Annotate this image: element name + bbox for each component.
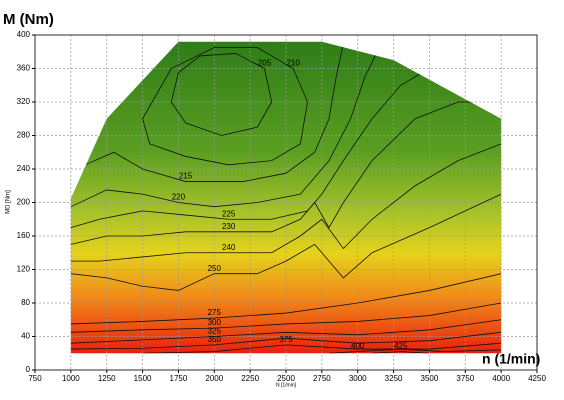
contour-label: 225: [222, 209, 236, 218]
contour-label: 275: [208, 308, 222, 317]
y-tick-label: 400: [17, 30, 31, 39]
contour-label: 205: [258, 59, 272, 68]
x-tick-label: 1000: [62, 374, 80, 383]
contour-label: 215: [179, 172, 193, 181]
y-tick-label: 240: [17, 164, 31, 173]
y-title: M (Nm): [3, 11, 54, 28]
y-tick-label: 280: [17, 131, 31, 140]
contour-line: [170, 53, 273, 136]
contour-line: [142, 47, 308, 166]
y-tick-label: 360: [17, 64, 31, 73]
y-tick-label: 0: [26, 365, 31, 374]
contour-label: 350: [208, 335, 222, 344]
x-title: n (1/min): [482, 351, 540, 367]
contour-line: [70, 143, 502, 262]
y-tick-label: 200: [17, 198, 31, 207]
x-tick-label: 1250: [98, 374, 116, 383]
x-tick-label: 4250: [528, 374, 546, 383]
contour-label: 325: [208, 327, 222, 336]
contour-label: 210: [286, 59, 300, 68]
contour-label: 240: [222, 243, 236, 252]
y-tick-label: 120: [17, 265, 31, 274]
y-tick-label: 160: [17, 231, 31, 240]
x-tick-label: 3250: [385, 374, 403, 383]
contour-label: 250: [208, 264, 222, 273]
contour-line: [70, 302, 502, 333]
contour-line: [70, 101, 494, 245]
x-tick-label: 3750: [456, 374, 474, 383]
x-tick-label: 1500: [134, 374, 152, 383]
contour-label: 425: [394, 342, 408, 351]
x-tick-label: 2500: [277, 374, 295, 383]
x-tick-label: 2000: [205, 374, 223, 383]
contour-line: [85, 43, 344, 182]
y-tick-label: 40: [21, 332, 30, 341]
contour-label: 300: [208, 318, 222, 327]
contour-label: 230: [222, 222, 236, 231]
contour-line: [329, 348, 502, 354]
x-label: N [1/min]: [276, 382, 297, 388]
x-tick-label: 4000: [492, 374, 510, 383]
x-tick-label: 750: [28, 374, 42, 383]
contour-label: 220: [172, 193, 186, 202]
contour-label: 400: [351, 342, 365, 351]
contour-line: [70, 68, 430, 229]
y-tick-label: 80: [21, 298, 30, 307]
contour-line: [70, 319, 502, 344]
contours: [70, 43, 502, 354]
contour-line: [70, 331, 502, 350]
contour-line: [372, 351, 430, 354]
plot-frame: [34, 34, 538, 371]
plot-area: 750 1000 1250 1500 1750 2000 2250 2500 2750 3000 3…: [17, 30, 547, 383]
contour-line: [142, 342, 502, 354]
y-tick-label: 320: [17, 97, 31, 106]
x-tick-label: 2250: [241, 374, 259, 383]
x-tick-label: 2750: [313, 374, 331, 383]
contour-line: [70, 193, 502, 291]
y-label: MD [Nm]: [6, 190, 12, 214]
contour-line: [70, 47, 380, 208]
x-tick-label: 1750: [170, 374, 188, 383]
contour-line: [70, 273, 502, 325]
x-tick-label: 3000: [349, 374, 367, 383]
contour-label: 375: [279, 335, 293, 344]
x-tick-label: 3500: [421, 374, 439, 383]
